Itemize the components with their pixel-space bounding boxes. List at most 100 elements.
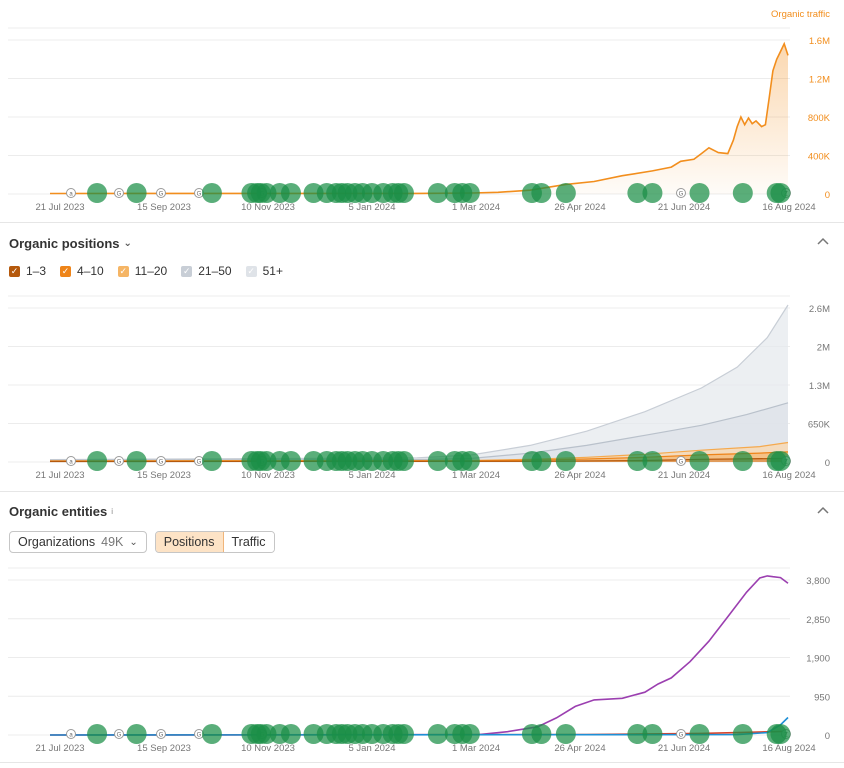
event-marker[interactable] [280, 183, 301, 203]
event-marker-small[interactable]: G [194, 729, 204, 739]
x-tick-label: 16 Aug 2024 [762, 202, 815, 213]
checkbox-icon[interactable]: ✓ [181, 265, 193, 277]
x-tick-label: 21 Jun 2024 [658, 202, 710, 213]
info-icon[interactable]: i [111, 507, 114, 516]
checkbox-icon[interactable]: ✓ [245, 265, 257, 277]
legend-item-21-50[interactable]: ✓ 21–50 [181, 264, 232, 278]
event-marker[interactable] [555, 183, 576, 203]
event-marker-small[interactable]: a [66, 456, 76, 466]
tab-positions[interactable]: Positions [155, 532, 224, 552]
event-marker[interactable] [627, 183, 648, 203]
event-marker[interactable] [689, 183, 710, 203]
event-marker[interactable] [531, 183, 552, 203]
event-marker-small[interactable]: G [156, 729, 166, 739]
entities-line[interactable] [49, 575, 789, 736]
event-marker[interactable] [642, 451, 663, 471]
event-marker-small[interactable]: a [66, 729, 76, 739]
event-marker[interactable] [642, 724, 663, 744]
event-marker[interactable] [689, 451, 710, 471]
event-marker[interactable] [770, 451, 791, 471]
legend-label: 51+ [262, 264, 283, 278]
x-tick-label: 5 Jan 2024 [348, 470, 395, 481]
event-marker-small[interactable]: G [156, 188, 166, 198]
positions-area [50, 442, 788, 462]
event-marker[interactable] [459, 724, 480, 744]
event-marker[interactable] [627, 451, 648, 471]
checkbox-icon[interactable]: ✓ [9, 265, 20, 277]
event-marker[interactable] [531, 451, 552, 471]
x-tick-label: 15 Sep 2023 [137, 470, 191, 481]
event-marker[interactable] [87, 183, 108, 203]
event-marker[interactable] [280, 451, 301, 471]
event-marker[interactable] [201, 724, 222, 744]
legend-item-1-3[interactable]: ✓ 1–3 [9, 264, 46, 278]
x-tick-label: 26 Apr 2024 [554, 202, 605, 213]
event-marker[interactable] [280, 724, 301, 744]
metric-toggle: Positions Traffic [154, 531, 275, 553]
event-marker-small[interactable]: G [156, 456, 166, 466]
legend-item-11-20[interactable]: ✓ 11–20 [117, 264, 167, 278]
event-marker[interactable] [531, 724, 552, 744]
event-marker-small[interactable]: G [676, 729, 686, 739]
tab-traffic[interactable]: Traffic [223, 532, 274, 552]
event-marker[interactable] [201, 451, 222, 471]
event-marker-small[interactable]: G [114, 456, 124, 466]
legend-item-51-plus[interactable]: ✓ 51+ [245, 264, 283, 278]
x-tick-label: 21 Jul 2023 [35, 470, 84, 481]
event-marker[interactable] [642, 183, 663, 203]
organizations-dropdown[interactable]: Organizations 49K ⌄ [9, 531, 147, 553]
event-marker[interactable] [126, 451, 147, 471]
event-marker-small[interactable]: G [114, 188, 124, 198]
event-marker-small[interactable]: G [114, 729, 124, 739]
event-marker[interactable] [427, 724, 448, 744]
event-marker-small[interactable]: G [676, 188, 686, 198]
event-marker[interactable] [689, 724, 710, 744]
event-marker[interactable] [427, 183, 448, 203]
x-tick-label: 16 Aug 2024 [762, 743, 815, 754]
organic-traffic-panel: Organic traffic 0 400K 800K 1.2M 1.6M 21 Jul 2… [0, 0, 844, 222]
x-tick-label: 1 Mar 2024 [452, 743, 500, 754]
event-marker[interactable] [393, 451, 414, 471]
checkbox-icon[interactable]: ✓ [117, 265, 129, 277]
x-tick-label: 21 Jun 2024 [658, 470, 710, 481]
event-marker[interactable] [427, 451, 448, 471]
event-marker[interactable] [555, 451, 576, 471]
event-marker[interactable] [201, 183, 222, 203]
chevron-up-icon[interactable] [816, 504, 830, 518]
svg-text:a: a [69, 460, 73, 466]
event-marker[interactable] [87, 451, 108, 471]
x-tick-label: 15 Sep 2023 [137, 743, 191, 754]
event-marker[interactable] [555, 724, 576, 744]
organic-traffic-chart: Organic traffic 0 400K 800K 1.2M 1.6M 21 Jul 2… [8, 9, 831, 213]
event-marker[interactable] [732, 183, 753, 203]
chevron-down-icon: ⌄ [129, 536, 138, 548]
event-marker[interactable] [770, 183, 791, 203]
checkbox-icon[interactable]: ✓ [60, 265, 72, 277]
event-marker-small[interactable]: G [194, 188, 204, 198]
event-marker-small[interactable]: a [66, 188, 76, 198]
event-marker[interactable] [393, 724, 414, 744]
divider [0, 222, 844, 223]
divider [0, 491, 844, 492]
legend-item-4-10[interactable]: ✓ 4–10 [60, 264, 104, 278]
entities-controls: Organizations 49K ⌄ Positions Traffic [9, 531, 275, 553]
positions-y-tick: 650K [808, 420, 831, 431]
positions-y-tick: 2.6M [809, 304, 830, 315]
organic-positions-title[interactable]: Organic positions ⌄ [9, 236, 132, 251]
event-marker[interactable] [770, 724, 791, 744]
traffic-y-tick: 800K [808, 113, 831, 124]
event-marker[interactable] [627, 724, 648, 744]
event-marker[interactable] [732, 724, 753, 744]
event-marker[interactable] [126, 724, 147, 744]
event-marker-small[interactable]: G [676, 456, 686, 466]
event-marker[interactable] [732, 451, 753, 471]
chevron-up-icon[interactable] [816, 235, 830, 249]
event-marker[interactable] [393, 183, 414, 203]
event-marker[interactable] [459, 183, 480, 203]
x-tick-label: 16 Aug 2024 [762, 470, 815, 481]
event-marker[interactable] [87, 724, 108, 744]
event-marker-small[interactable]: G [194, 456, 204, 466]
event-marker[interactable] [459, 451, 480, 471]
positions-area [50, 402, 788, 462]
event-marker[interactable] [126, 183, 147, 203]
